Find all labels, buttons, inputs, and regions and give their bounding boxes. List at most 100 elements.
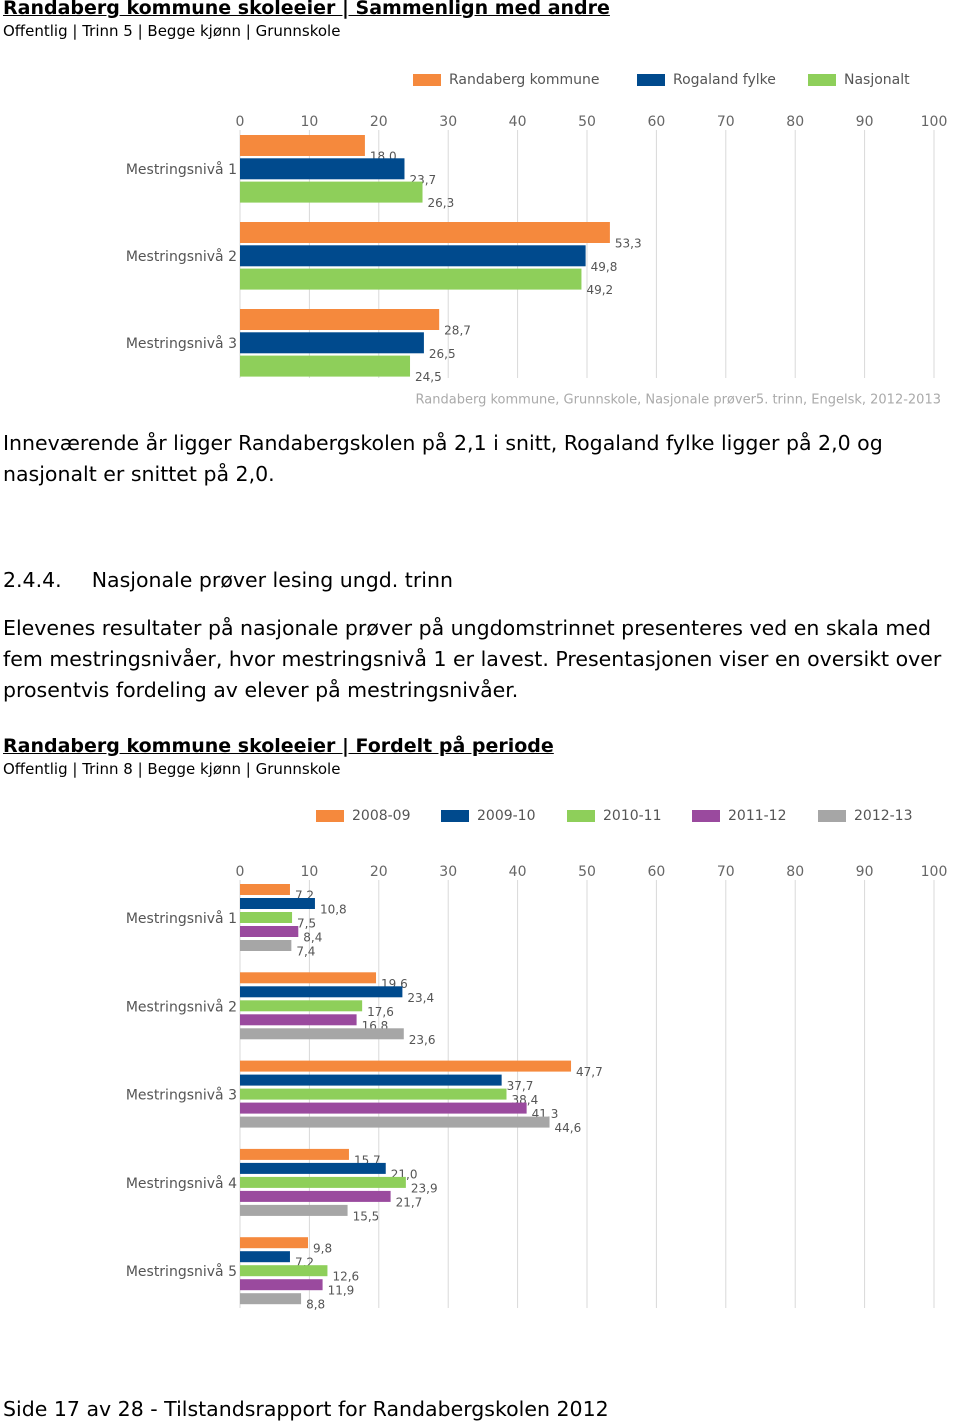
bar [240, 158, 405, 180]
x-tick-label: 20 [370, 864, 388, 880]
value-label: 23,4 [407, 991, 434, 1005]
paragraph: Elevenes resultater på nasjonale prøver … [3, 616, 942, 702]
legend-swatch [441, 810, 469, 822]
value-label: 17,6 [367, 1005, 394, 1019]
value-label: 53,3 [615, 237, 642, 251]
legend-label: Randaberg kommune [449, 72, 600, 88]
bar [240, 912, 293, 923]
legend-label: Nasjonalt [844, 72, 910, 88]
value-label: 7,5 [297, 917, 316, 931]
value-label: 21,7 [396, 1195, 423, 1209]
legend-swatch [567, 810, 595, 822]
x-tick-label: 0 [236, 114, 245, 130]
x-tick-label: 10 [300, 114, 318, 130]
x-tick-label: 60 [647, 864, 665, 880]
chart-subtitle: Offentlig | Trinn 5 | Begge kjønn | Grun… [3, 22, 341, 40]
x-tick-label: 70 [717, 864, 735, 880]
bar [240, 1176, 406, 1188]
legend-label: 2008-09 [352, 808, 411, 824]
category-label: Mestringsnivå 1 [126, 910, 237, 927]
value-label: 7,4 [296, 945, 315, 959]
bar [240, 972, 377, 984]
bar [240, 355, 411, 377]
bar [240, 1265, 328, 1277]
chart-title: Randaberg kommune skoleeier | Fordelt på… [3, 735, 554, 757]
x-tick-label: 20 [370, 114, 388, 130]
x-tick-label: 40 [509, 114, 527, 130]
value-label: 23,9 [411, 1181, 438, 1195]
paragraph: Inneværende år ligger Randabergskolen på… [3, 431, 883, 486]
bar [240, 898, 315, 909]
bar [240, 1279, 323, 1291]
bar [240, 1074, 502, 1086]
bar [240, 1251, 290, 1263]
bar [240, 884, 290, 895]
bar [240, 181, 423, 203]
category-label: Mestringsnivå 3 [126, 1087, 237, 1104]
x-tick-label: 90 [856, 864, 874, 880]
value-label: 24,5 [415, 370, 442, 384]
x-tick-label: 10 [300, 864, 318, 880]
bar [240, 1060, 572, 1072]
category-label: Mestringsnivå 5 [126, 1263, 237, 1280]
legend-swatch [808, 74, 836, 86]
bar [240, 245, 586, 267]
bar [240, 1014, 357, 1026]
chart-source: Randaberg kommune, Grunnskole, Nasjonale… [416, 393, 941, 408]
value-label: 9,8 [313, 1242, 332, 1256]
x-tick-label: 100 [921, 864, 948, 880]
legend-label: 2012-13 [854, 808, 913, 824]
x-tick-label: 70 [717, 114, 735, 130]
x-tick-label: 30 [439, 114, 457, 130]
legend-swatch [818, 810, 846, 822]
value-label: 26,3 [428, 196, 455, 210]
bar [240, 1162, 386, 1174]
bar [240, 1204, 348, 1216]
legend-swatch [637, 74, 665, 86]
bar [240, 1028, 404, 1040]
legend-swatch [692, 810, 720, 822]
x-tick-label: 80 [786, 864, 804, 880]
category-label: Mestringsnivå 2 [126, 248, 237, 265]
value-label: 37,7 [507, 1079, 534, 1093]
bar [240, 309, 440, 330]
bar [240, 1116, 550, 1128]
value-label: 8,4 [303, 931, 322, 945]
value-label: 44,6 [555, 1121, 582, 1135]
x-tick-label: 30 [439, 864, 457, 880]
section-title: Nasjonale prøver lesing ungd. trinn [91, 568, 453, 592]
legend-label: 2010-11 [603, 808, 662, 824]
bar [240, 1000, 363, 1012]
legend-label: Rogaland fylke [673, 72, 776, 88]
value-label: 10,8 [320, 903, 347, 917]
legend-label: 2009-10 [477, 808, 536, 824]
bar [240, 1190, 391, 1202]
section-heading: 2.4.4. Nasjonale prøver lesing ungd. trin… [3, 565, 958, 596]
value-label: 28,7 [444, 324, 471, 338]
footer: Side 17 av 28 - Tilstandsrapport for Ran… [3, 1397, 609, 1421]
bar [240, 1088, 507, 1100]
bar [240, 986, 403, 998]
x-tick-label: 100 [921, 114, 948, 130]
value-label: 49,8 [591, 260, 618, 274]
section-number: 2.4.4. [3, 568, 62, 592]
bar [240, 332, 424, 354]
chart-title: Randaberg kommune skoleeier | Sammenlign… [3, 0, 610, 19]
bar [240, 1293, 302, 1305]
bar [240, 268, 582, 290]
legend-swatch [316, 810, 344, 822]
value-label: 26,5 [429, 347, 456, 361]
bar [240, 1237, 309, 1249]
category-label: Mestringsnivå 2 [126, 998, 237, 1015]
x-tick-label: 50 [578, 864, 596, 880]
value-label: 12,6 [332, 1270, 359, 1284]
chart-subtitle: Offentlig | Trinn 8 | Begge kjønn | Grun… [3, 760, 341, 778]
x-tick-label: 90 [856, 114, 874, 130]
bar [240, 940, 292, 951]
x-tick-label: 0 [236, 864, 245, 880]
value-label: 47,7 [576, 1065, 603, 1079]
bar [240, 135, 365, 156]
x-tick-label: 80 [786, 114, 804, 130]
category-label: Mestringsnivå 4 [126, 1175, 237, 1192]
